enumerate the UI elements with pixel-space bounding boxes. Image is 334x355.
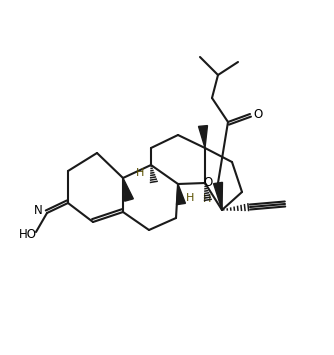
Text: O: O: [254, 108, 263, 120]
Text: H: H: [203, 194, 211, 204]
Text: H: H: [186, 193, 194, 203]
Polygon shape: [198, 126, 207, 148]
Polygon shape: [213, 182, 222, 210]
Polygon shape: [123, 178, 133, 201]
Polygon shape: [177, 184, 185, 205]
Text: H: H: [136, 168, 144, 178]
Text: N: N: [34, 204, 42, 218]
Text: O: O: [203, 176, 213, 190]
Text: HO: HO: [19, 228, 37, 240]
